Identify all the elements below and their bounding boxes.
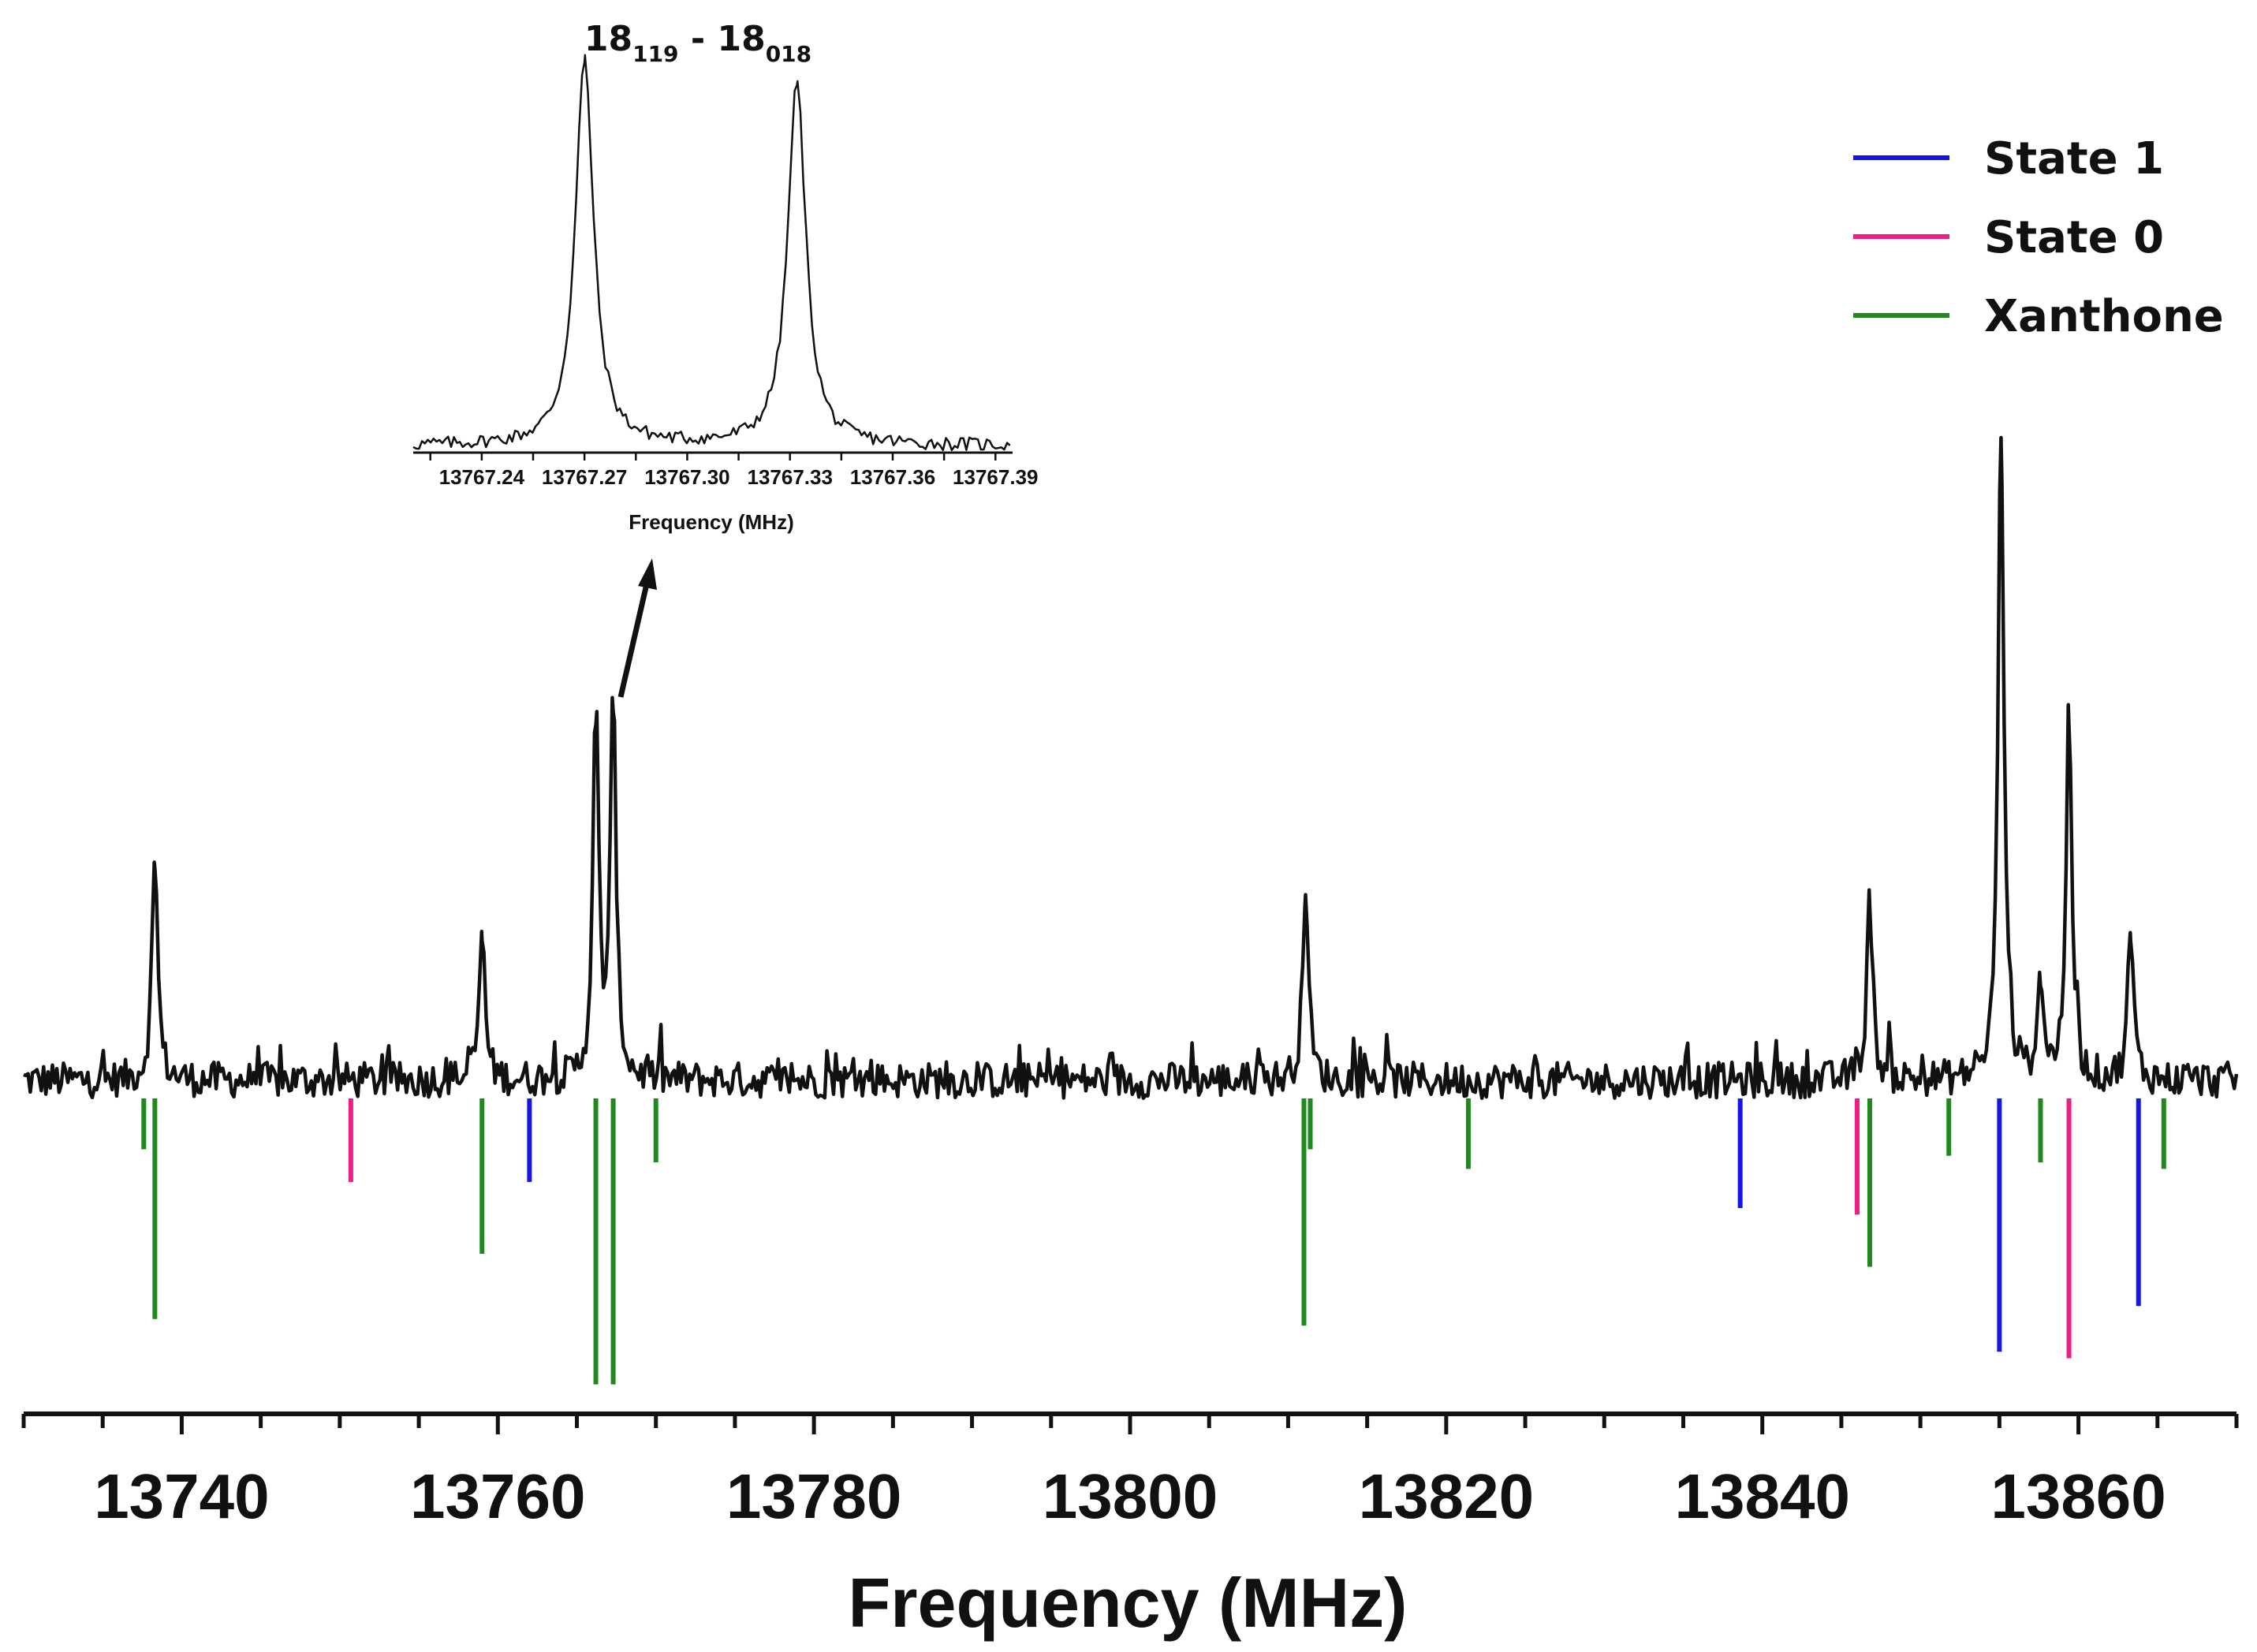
legend-item-state-1: State 1 <box>1853 133 2164 185</box>
legend: State 1 State 0 Xanthone <box>1853 133 2224 342</box>
x-tick-label-13820: 13820 <box>1359 1461 1534 1531</box>
x-tick-label-13760: 13760 <box>410 1461 585 1531</box>
inset-spectrum-trace <box>412 54 1011 452</box>
x-axis-title: Frequency (MHz) <box>849 1564 1408 1642</box>
x-axis <box>21 1411 2239 1434</box>
inset-label-sub-left: 119 <box>632 41 678 67</box>
x-tick-label-13860: 13860 <box>1990 1461 2166 1531</box>
inset-label-separator: - <box>679 19 718 59</box>
x-tick-labels: 13740 13760 13780 13800 13820 13840 13860 <box>94 1461 2166 1531</box>
stick-spectra-layer <box>141 1098 2166 1385</box>
x-tick-label-13840: 13840 <box>1674 1461 1849 1531</box>
inset-tick-label-0: 13767.24 <box>439 465 525 489</box>
legend-label-state-0: State 0 <box>1984 212 2164 263</box>
inset-panel: 18119 - 18018 13767.24 13767.27 13767.30 13… <box>412 19 1039 698</box>
inset-tick-labels: 13767.24 13767.27 13767.30 13767.33 13767.36… <box>439 465 1039 489</box>
inset-tick-label-3: 13767.33 <box>747 465 832 489</box>
legend-item-xanthone: Xanthone <box>1853 291 2224 342</box>
inset-label-base-left: 18 <box>584 19 632 59</box>
spectrum-layer <box>23 435 2239 1100</box>
inset-pointer-arrowhead <box>638 558 657 590</box>
inset-transition-label: 18119 - 18018 <box>584 19 811 67</box>
x-tick-label-13740: 13740 <box>94 1461 269 1531</box>
x-tick-label-13780: 13780 <box>726 1461 901 1531</box>
inset-label-base-right: 18 <box>717 19 765 59</box>
inset-tick-label-1: 13767.27 <box>542 465 627 489</box>
inset-x-axis <box>413 451 1013 461</box>
inset-tick-label-2: 13767.30 <box>644 465 729 489</box>
inset-label-sub-right: 018 <box>766 41 811 67</box>
x-tick-label-13800: 13800 <box>1043 1461 1218 1531</box>
legend-label-xanthone: Xanthone <box>1984 291 2224 342</box>
inset-tick-label-4: 13767.36 <box>850 465 935 489</box>
inset-trace <box>412 54 1011 452</box>
legend-label-state-1: State 1 <box>1984 133 2164 185</box>
experimental-spectrum-trace <box>23 435 2239 1100</box>
inset-tick-label-5: 13767.39 <box>953 465 1038 489</box>
legend-item-state-0: State 0 <box>1853 212 2164 263</box>
inset-x-axis-title: Frequency (MHz) <box>629 510 793 534</box>
inset-pointer-arrow-line <box>617 576 651 698</box>
